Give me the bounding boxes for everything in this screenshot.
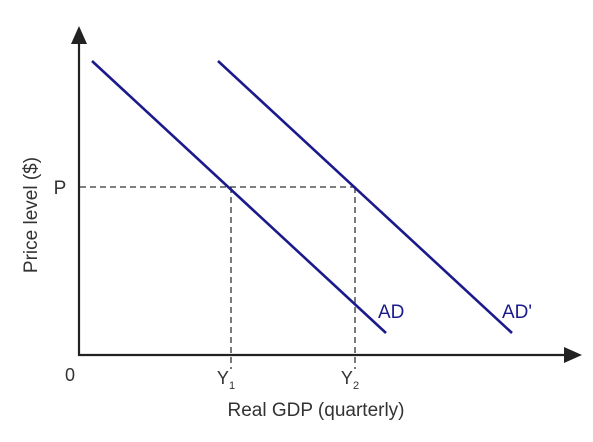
origin-label: 0 xyxy=(65,365,75,385)
ad-prime-label: AD' xyxy=(502,302,532,323)
y-axis-label: Price level ($) xyxy=(21,157,42,273)
ad-label: AD xyxy=(378,302,404,323)
ad-prime-curve xyxy=(217,60,513,334)
y1-label: Y1 xyxy=(217,368,235,392)
ad-curve xyxy=(91,60,387,334)
y2-label: Y2 xyxy=(341,368,359,392)
x-axis-label: Real GDP (quarterly) xyxy=(227,400,404,421)
price-marker-label: P xyxy=(54,178,67,199)
y-axis-arrowhead xyxy=(71,26,87,44)
x-axis-arrowhead xyxy=(564,347,582,363)
